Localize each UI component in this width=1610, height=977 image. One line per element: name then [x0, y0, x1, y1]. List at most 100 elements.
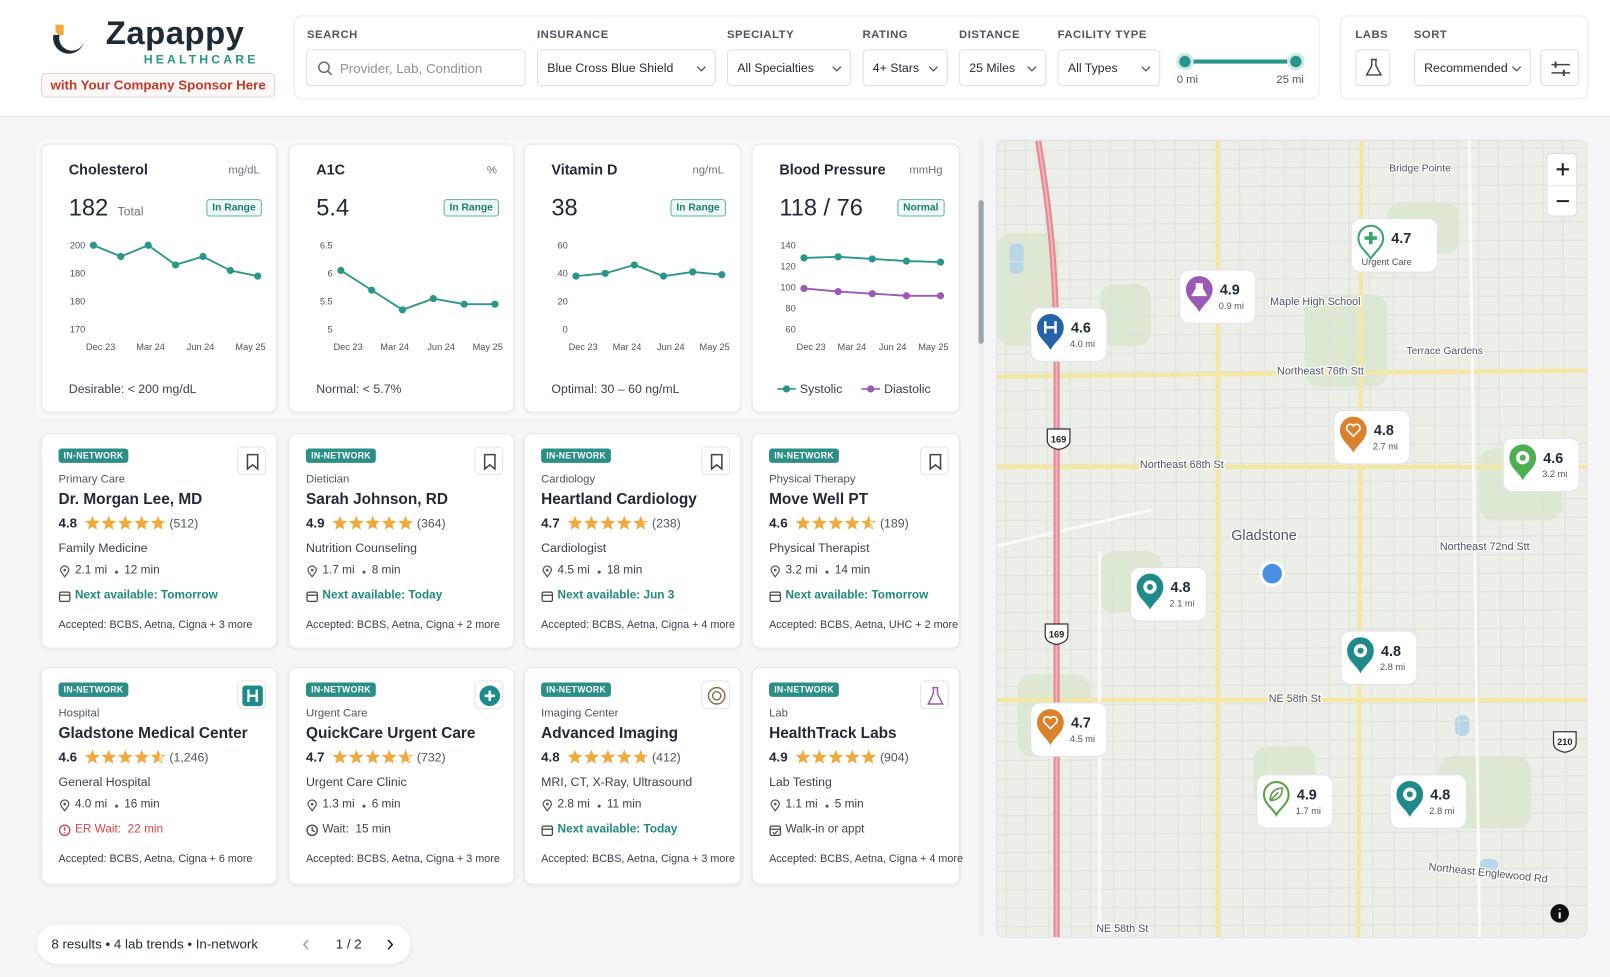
- map-pin[interactable]: 4.8 2.8 mi: [1389, 774, 1467, 829]
- star: [633, 749, 649, 764]
- provider-card[interactable]: IN-NETWORK Imaging Center Advanced Imaging…: [523, 667, 742, 885]
- trend-point: [868, 255, 876, 263]
- map-label: NE 58th St: [1096, 923, 1148, 935]
- star: [811, 749, 827, 764]
- map-pin[interactable]: 4.9 1.7 mi: [1256, 774, 1334, 829]
- star: [567, 749, 583, 764]
- map-label: Northeast 76th Stt: [1277, 366, 1364, 378]
- scroll-thumb: [978, 200, 984, 344]
- pin-glyph: [1519, 454, 1526, 461]
- star: [600, 515, 616, 530]
- clock-icon: [306, 824, 318, 837]
- filter-label: DISTANCE: [959, 28, 1021, 42]
- map-pin[interactable]: 4.7 4.5 mi: [1030, 702, 1108, 757]
- map-pin[interactable]: 4.6 3.2 mi: [1502, 437, 1580, 493]
- bookmark-icon: [483, 453, 496, 471]
- provider-card[interactable]: IN-NETWORK Dietician Sarah Johnson, RD 4.9 (…: [288, 433, 515, 649]
- street: [997, 442, 1587, 447]
- street: [997, 923, 1587, 928]
- star: [795, 515, 811, 530]
- hospital-button[interactable]: [237, 680, 266, 710]
- calendar-check-icon: [769, 825, 781, 836]
- dropdown[interactable]: 25 Miles: [959, 49, 1047, 87]
- pin-distance: 2.7 mi: [1373, 442, 1398, 452]
- provider-card[interactable]: IN-NETWORK Urgent Care QuickCare Urgent Ca…: [288, 667, 515, 885]
- star: [84, 749, 100, 764]
- dropdown[interactable]: All Types: [1057, 49, 1161, 87]
- map-pin[interactable]: 4.8 2.8 mi: [1340, 630, 1418, 686]
- info-button[interactable]: [1549, 903, 1570, 924]
- provider-availability: Walk-in or appt: [785, 823, 865, 836]
- bookmark-button[interactable]: [237, 446, 266, 476]
- zoom-icons: [1547, 163, 1579, 203]
- cal: [769, 591, 781, 603]
- filter-button[interactable]: [1540, 49, 1580, 87]
- bookmark-button[interactable]: [920, 446, 949, 476]
- provider-accepted: Accepted: BCBS, Aetna, Cigna + 4 more: [769, 852, 963, 866]
- search-input[interactable]: Provider, Lab, Condition: [305, 49, 526, 87]
- calendar-icon: [306, 591, 318, 603]
- provider-accepted: Accepted: BCBS, Aetna, Cigna + 3 more: [541, 852, 736, 866]
- x-tick-label: Dec 23: [333, 342, 362, 352]
- lab-button[interactable]: [920, 680, 949, 710]
- provider-card[interactable]: IN-NETWORK Lab HealthTrack Labs 4.9 (904) Lab…: [751, 667, 963, 885]
- map-pin[interactable]: 4.8 2.1 mi: [1129, 567, 1207, 622]
- x-tick-label: May 25: [473, 342, 503, 352]
- pin-glyph: [1044, 321, 1057, 334]
- sliders-icon: [1551, 61, 1570, 76]
- next-page[interactable]: [386, 939, 394, 950]
- street: [997, 147, 1587, 152]
- status-badge: Normal: [896, 199, 945, 217]
- star: [381, 749, 397, 764]
- provider-category: Hospital: [58, 707, 100, 720]
- imaging-button[interactable]: [701, 680, 731, 710]
- pin-distance: Urgent Care: [1362, 257, 1412, 267]
- provider-card[interactable]: IN-NETWORK Cardiology Heartland Cardiology…: [523, 433, 742, 649]
- range-min: 0 mi: [1176, 73, 1199, 87]
- bookmark-button[interactable]: [474, 446, 504, 476]
- street: [1562, 140, 1568, 937]
- street: [997, 590, 1587, 595]
- trend-point: [226, 266, 234, 275]
- zoom-in[interactable]: [1556, 163, 1569, 176]
- star: [84, 515, 100, 530]
- street: [997, 867, 1587, 872]
- filter-label: SPECIALTY: [726, 28, 795, 42]
- dropdown[interactable]: 4+ Stars: [862, 49, 948, 87]
- lab-unit: ng/mL: [692, 164, 724, 177]
- cal: [306, 591, 318, 603]
- network-badge: IN-NETWORK: [58, 448, 129, 463]
- provider-time: 5 min: [834, 798, 864, 811]
- map-pin[interactable]: 4.9 0.9 mi: [1179, 269, 1257, 324]
- pin-dot: [63, 568, 67, 572]
- network-badge: IN-NETWORK: [58, 682, 129, 697]
- provider-time: 14 min: [834, 564, 871, 577]
- y-tick-label: 5: [328, 325, 333, 335]
- provider-accepted: Accepted: BCBS, Aetna, Cigna + 2 more: [305, 618, 500, 632]
- map-pin[interactable]: 4.6 4.0 mi: [1030, 307, 1108, 362]
- bookmark-button[interactable]: [701, 446, 731, 476]
- provider-rating: 4.8: [541, 749, 560, 765]
- urgent-button[interactable]: [474, 680, 504, 710]
- rating-stars: [84, 515, 166, 530]
- star: [134, 515, 150, 530]
- map-label: Terrace Gardens: [1407, 346, 1483, 357]
- range-max: 25 mi: [1276, 73, 1304, 87]
- map-pin[interactable]: 4.8 2.7 mi: [1333, 409, 1411, 465]
- trend-point: [868, 290, 876, 298]
- trend-point: [800, 284, 808, 292]
- labs-button[interactable]: [1355, 49, 1391, 87]
- provider-category: Cardiology: [541, 473, 596, 486]
- provider-card[interactable]: IN-NETWORK Physical Therapy Move Well PT 4.…: [751, 433, 961, 649]
- map-pin[interactable]: 4.7 Urgent Care: [1350, 218, 1439, 273]
- provider-card[interactable]: IN-NETWORK Hospital Gladstone Medical Cent…: [41, 667, 278, 885]
- star: [633, 515, 649, 530]
- dropdown[interactable]: All Specialties: [726, 49, 852, 87]
- trend-point: [718, 271, 726, 279]
- dropdown[interactable]: Blue Cross Blue Shield: [537, 49, 716, 87]
- prev-page[interactable]: [302, 939, 310, 950]
- provider-card[interactable]: IN-NETWORK Primary Care Dr. Morgan Lee, MD…: [41, 433, 278, 649]
- pin-distance: 4.0 mi: [1070, 339, 1095, 349]
- sort-dropdown[interactable]: Recommended: [1413, 49, 1531, 87]
- provider-specialty: Lab Testing: [769, 774, 832, 790]
